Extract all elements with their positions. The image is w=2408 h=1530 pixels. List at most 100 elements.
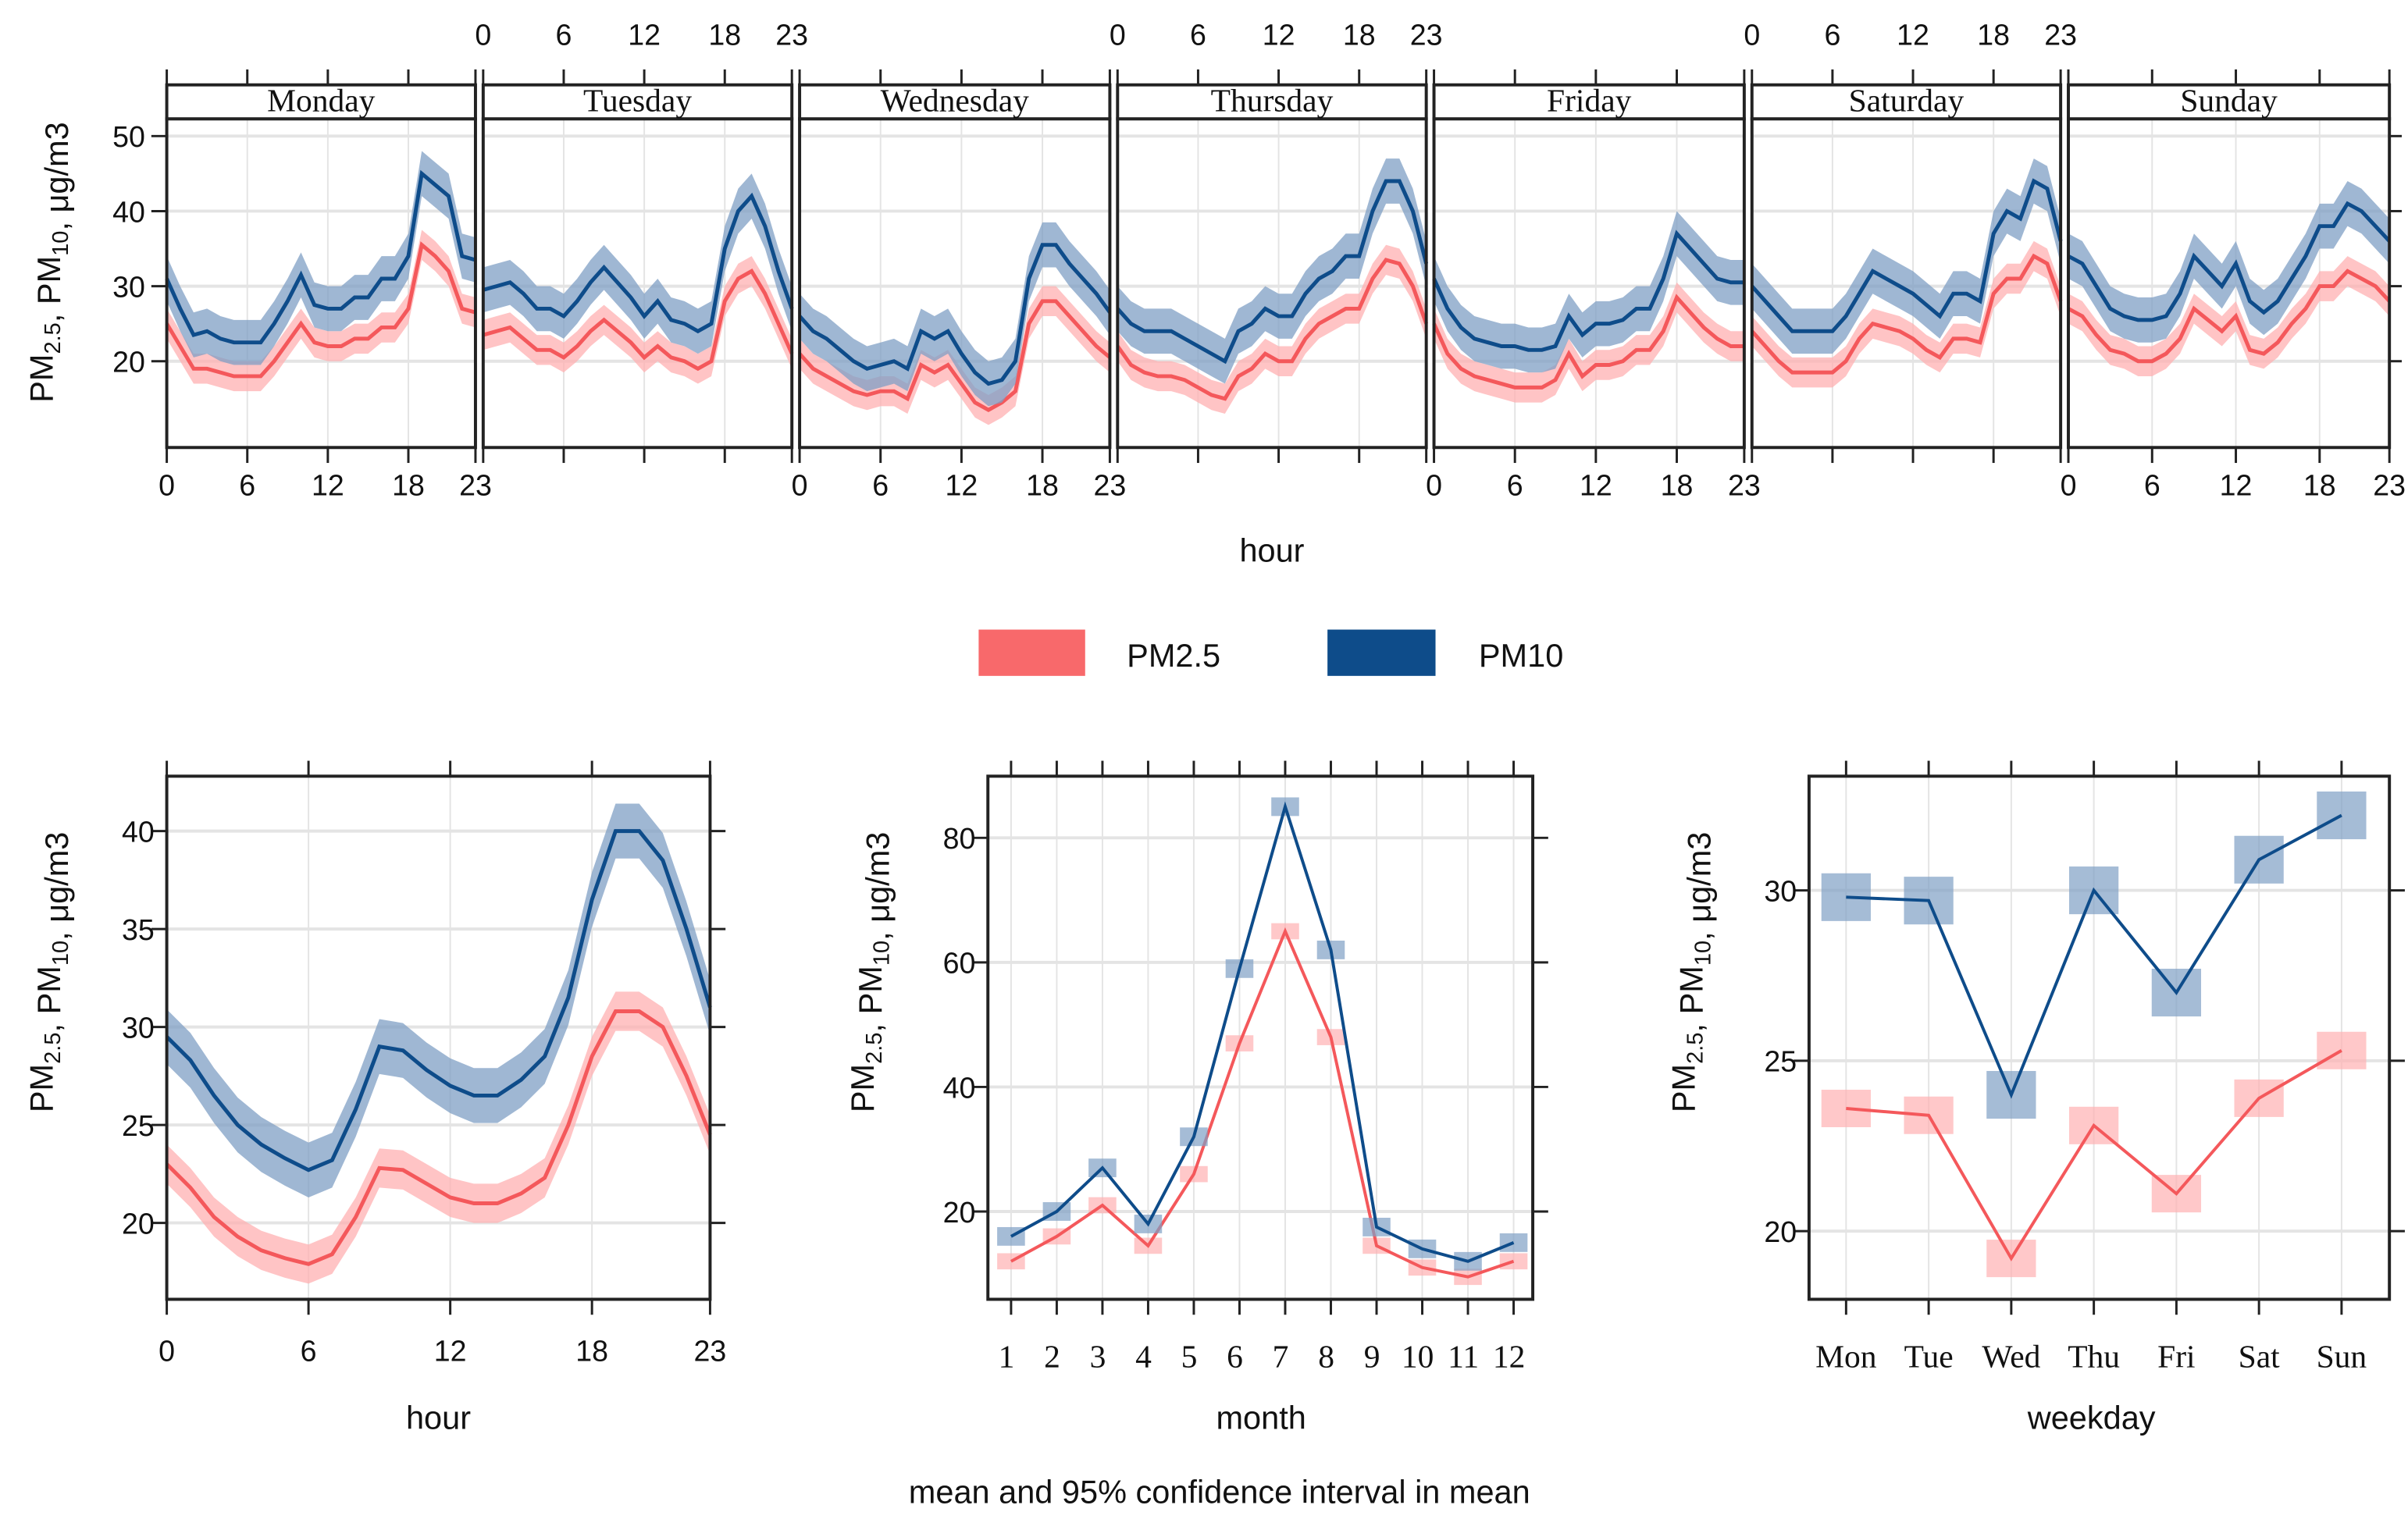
x-tick-label: Mon bbox=[1815, 1338, 1877, 1374]
x-tick-label: 18 bbox=[1661, 469, 1694, 502]
strip bbox=[481, 83, 794, 121]
y-axis-label: PM2.5, PM10, μg/m3 bbox=[844, 832, 896, 1113]
strip-label: Friday bbox=[1547, 82, 1632, 118]
x-tick-label: 12 bbox=[1493, 1338, 1525, 1374]
strip bbox=[2067, 83, 2392, 121]
series-pm10-ci-box bbox=[2317, 791, 2367, 840]
x-tick-label: 18 bbox=[575, 1335, 608, 1368]
legend-swatch-pm10 bbox=[1327, 629, 1436, 676]
y-tick-label: 80 bbox=[943, 822, 976, 855]
series-pm10-line bbox=[1750, 178, 2063, 333]
series-pm25-line bbox=[1750, 253, 2063, 375]
panel-saturday: Saturday 0 6 12 18 23 bbox=[1744, 18, 2077, 464]
x-tick-label-top: 0 bbox=[1110, 18, 1126, 51]
x-tick-label: 2 bbox=[1044, 1338, 1060, 1374]
strip bbox=[1116, 83, 1428, 121]
series-pm10-line bbox=[1116, 179, 1429, 365]
x-tick-label: 6 bbox=[301, 1335, 317, 1368]
x-tick-label: 23 bbox=[1728, 469, 1761, 502]
x-tick-label: Fri bbox=[2157, 1338, 2195, 1374]
x-tick-label: 0 bbox=[792, 469, 808, 502]
x-tick-label: 0 bbox=[2061, 469, 2077, 502]
y-tick-label: 40 bbox=[122, 815, 155, 848]
x-tick-label-top: 23 bbox=[775, 18, 808, 51]
x-tick-label: 23 bbox=[2373, 469, 2406, 502]
x-tick-label: 9 bbox=[1364, 1338, 1380, 1374]
x-tick-label-top: 6 bbox=[556, 18, 572, 51]
x-tick-label: 10 bbox=[1402, 1338, 1434, 1374]
y-tick-label: 60 bbox=[943, 947, 976, 980]
series-pm10-confidence-band bbox=[166, 151, 476, 365]
panel-tuesday: Tuesday 0 6 12 18 23 bbox=[475, 18, 808, 464]
panel-monday: Monday 0 6 12 18 23 bbox=[159, 69, 492, 502]
series-pm10-confidence-band bbox=[166, 803, 711, 1197]
series-pm10-ci-box bbox=[1499, 1233, 1528, 1252]
x-tick-label: 0 bbox=[159, 1335, 175, 1368]
series-pm25-line bbox=[1116, 258, 1428, 401]
x-tick-label: 6 bbox=[1507, 469, 1523, 502]
y-axis-label: PM2.5, PM10, μg/m3 bbox=[23, 832, 75, 1113]
series-pm25-line bbox=[483, 269, 794, 372]
y-tick-label: 20 bbox=[122, 1207, 155, 1240]
x-tick-label-top: 23 bbox=[1410, 18, 1443, 51]
footer-caption: mean and 95% confidence interval in mean bbox=[909, 1473, 1530, 1510]
x-tick-label-top: 6 bbox=[1190, 18, 1206, 51]
series-pm25-confidence-band bbox=[166, 230, 476, 392]
x-tick-label-top: 6 bbox=[1824, 18, 1840, 51]
series-pm25-confidence-band bbox=[1751, 240, 2061, 388]
x-tick-label: 5 bbox=[1181, 1338, 1198, 1374]
y-tick-label: 35 bbox=[122, 913, 155, 946]
panel-frame bbox=[1807, 774, 2392, 1301]
x-tick-label: 8 bbox=[1318, 1338, 1334, 1374]
x-axis-label: hour bbox=[1239, 532, 1304, 569]
series-pm25-line bbox=[798, 299, 1111, 413]
panel-friday: Friday 0 6 12 18 23 bbox=[1426, 69, 1761, 502]
panel-sunday: Sunday 0 6 12 18 23 bbox=[2061, 69, 2406, 502]
series-pm10-line bbox=[798, 243, 1112, 386]
series-pm25-line bbox=[165, 241, 476, 379]
y-tick-label: 40 bbox=[112, 195, 145, 228]
x-tick-label: 23 bbox=[459, 469, 492, 502]
y-tick-label: 20 bbox=[1764, 1215, 1797, 1248]
x-tick-label-top: 18 bbox=[708, 18, 741, 51]
panel-frame bbox=[165, 774, 712, 1301]
legend-swatch-pm25 bbox=[978, 629, 1085, 676]
y-tick-label: 30 bbox=[112, 270, 145, 303]
strip-label: Wednesday bbox=[881, 82, 1030, 118]
series-pm25-line bbox=[2067, 269, 2391, 364]
y-tick-label: 40 bbox=[943, 1071, 976, 1104]
y-tick-label: 50 bbox=[112, 120, 145, 153]
x-tick-label: 7 bbox=[1273, 1338, 1289, 1374]
strip bbox=[1750, 83, 2063, 121]
series-pm25-confidence-band bbox=[1117, 244, 1427, 415]
series-pm25-line bbox=[165, 1009, 712, 1266]
y-axis-label: PM2.5, PM10, μg/m3 bbox=[23, 122, 75, 403]
y-tick-label: 30 bbox=[122, 1011, 155, 1044]
series-pm10-confidence-band bbox=[1117, 158, 1427, 384]
y-tick-label: 25 bbox=[122, 1109, 155, 1142]
y-axis-label: PM2.5, PM10, μg/m3 bbox=[1665, 832, 1718, 1113]
series-pm25-line bbox=[1846, 1049, 2342, 1261]
x-tick-label-top: 12 bbox=[1897, 18, 1929, 51]
x-tick-label: 18 bbox=[1026, 469, 1059, 502]
x-tick-label: 11 bbox=[1448, 1338, 1479, 1374]
series-pm25-line bbox=[1432, 294, 1744, 390]
x-tick-label: Wed bbox=[1982, 1338, 2040, 1374]
x-tick-label: 18 bbox=[2303, 469, 2336, 502]
x-tick-label: 1 bbox=[999, 1338, 1015, 1374]
x-axis-label: month bbox=[1216, 1400, 1306, 1436]
y-tick-label: 30 bbox=[1764, 874, 1797, 907]
series-pm25-confidence-band bbox=[1434, 282, 1744, 403]
plot-background bbox=[1808, 776, 2390, 1300]
x-tick-label: Sat bbox=[2239, 1338, 2281, 1374]
x-tick-label: 12 bbox=[1580, 469, 1612, 502]
legend-label-pm25: PM2.5 bbox=[1127, 637, 1220, 674]
y-tick-label: 20 bbox=[943, 1196, 976, 1229]
series-pm10-line bbox=[483, 192, 794, 334]
x-tick-label-top: 0 bbox=[1744, 18, 1760, 51]
x-tick-label: 3 bbox=[1090, 1338, 1106, 1374]
x-tick-label: 6 bbox=[1227, 1338, 1243, 1374]
panel-frame bbox=[986, 774, 1535, 1301]
x-tick-label: 12 bbox=[312, 469, 344, 502]
